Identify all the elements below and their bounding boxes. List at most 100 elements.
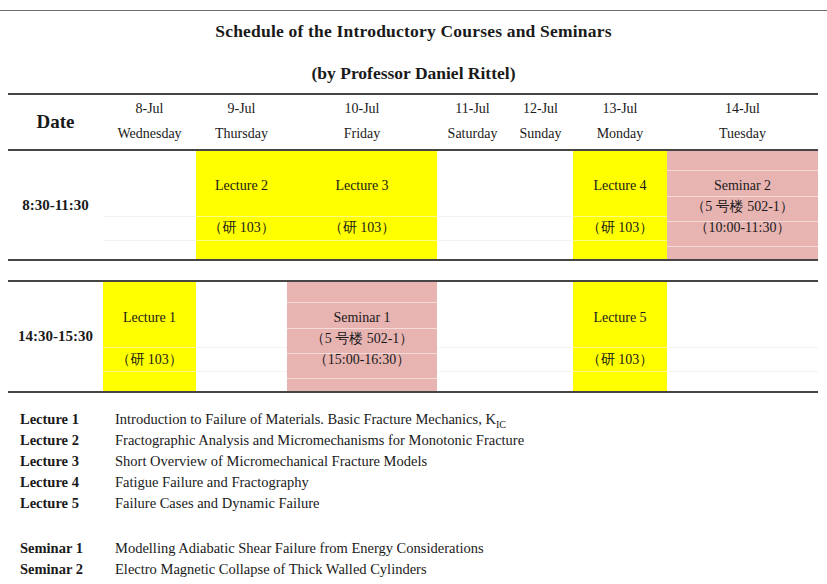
day-name: Wednesday <box>117 126 181 142</box>
cell-spacer <box>573 328 667 349</box>
cell-title: Lecture 1 <box>103 307 196 328</box>
day-name: Saturday <box>448 126 498 142</box>
legend-seminars: Seminar 1Modelling Adiabatic Shear Failu… <box>20 538 800 580</box>
day-name: Monday <box>597 126 644 142</box>
day-date: 11-Jul <box>455 101 489 117</box>
day-date: 10-Jul <box>345 101 380 117</box>
legend-item: Lecture 1Introduction to Failure of Mate… <box>20 409 800 430</box>
legend-label: Lecture 4 <box>20 472 115 493</box>
day-name: Friday <box>344 126 381 142</box>
cell-hairline <box>508 347 573 348</box>
cell-title: Lecture 2 <box>196 175 287 196</box>
cell-hairline <box>573 371 667 372</box>
day-header-cell: 13-Jul Monday <box>573 95 667 149</box>
day-header-cell: 14-Jul Tuesday <box>667 95 818 149</box>
day-date: 8-Jul <box>136 101 164 117</box>
cell-location: （研 103） <box>573 217 667 238</box>
empty-cell <box>437 151 508 259</box>
cell-hairline <box>667 170 818 171</box>
legend-item: Lecture 2Fractographic Analysis and Micr… <box>20 430 800 451</box>
cell-time: （15:00-16:30） <box>287 349 437 370</box>
legend-item: Seminar 1Modelling Adiabatic Shear Failu… <box>20 538 800 559</box>
legend-gap <box>20 514 800 538</box>
lecture-cell: Lecture 5（研 103） <box>573 282 667 391</box>
day-name: Thursday <box>215 126 268 142</box>
day-name: Sunday <box>520 126 562 142</box>
cell-time: （10:00-11:30） <box>667 217 818 238</box>
date-header-cell: Date <box>8 95 103 149</box>
cell-spacer <box>287 196 437 217</box>
day-header-cell: 9-Jul Thursday <box>196 95 287 149</box>
day-header-cell: 11-Jul Saturday <box>437 95 508 149</box>
row-gap <box>8 261 818 280</box>
cell-hairline <box>508 240 573 241</box>
legend-desc-subscript: IC <box>496 419 506 430</box>
day-date: 9-Jul <box>228 101 256 117</box>
cell-location: （研 103） <box>196 217 287 238</box>
lecture-cell: Lecture 2 （研 103） <box>196 151 287 259</box>
legend-desc: Modelling Adiabatic Shear Failure from E… <box>115 538 800 559</box>
seminar-cell: Seminar 1（5 号楼 502-1）（15:00-16:30） <box>287 282 437 391</box>
cell-spacer <box>103 328 196 349</box>
empty-cell <box>196 282 287 391</box>
cell-hairline <box>287 378 437 379</box>
cell-hairline <box>573 240 667 241</box>
schedule-row-afternoon: 14:30-15:30Lecture 1 （研 103） Seminar 1（5 号… <box>8 280 818 393</box>
empty-cell <box>508 151 573 259</box>
legend-desc: Failure Cases and Dynamic Failure <box>115 493 800 514</box>
legend-desc: Fractographic Analysis and Micromechanis… <box>115 430 800 451</box>
cell-title: Lecture 3 <box>287 175 437 196</box>
schedule-row-morning: 8:30-11:30Lecture 2（研 103）Lecture 3（研 10… <box>8 151 818 261</box>
lecture-cell: Lecture 1 （研 103） <box>103 282 196 391</box>
legend-item: Lecture 4Fatigue Failure and Fractograph… <box>20 472 800 493</box>
cell-hairline <box>508 371 573 372</box>
day-date: 14-Jul <box>725 101 760 117</box>
schedule-document: Schedule of the Introductory Courses and… <box>0 0 827 584</box>
legend-lectures: Lecture 1Introduction to Failure of Mate… <box>20 409 800 514</box>
cell-hairline <box>437 216 508 217</box>
legend-label: Lecture 2 <box>20 430 115 451</box>
cell-title: Lecture 5 <box>573 307 667 328</box>
cell-hairline <box>196 240 287 241</box>
day-date: 13-Jul <box>603 101 638 117</box>
empty-cell <box>667 282 818 391</box>
legend: Lecture 1Introduction to Failure of Mate… <box>20 409 800 580</box>
cell-location: （5 号楼 502-1） <box>667 196 818 217</box>
cell-location: （研 103） <box>287 217 437 238</box>
day-date: 12-Jul <box>523 101 558 117</box>
seminar-cell: Seminar 2（5 号楼 502-1）（10:00-11:30） <box>667 151 818 259</box>
day-name: Tuesday <box>719 126 766 142</box>
lecture-cell: Lecture 4（研 103） <box>573 151 667 259</box>
legend-item: Lecture 3Short Overview of Micromechanic… <box>20 451 800 472</box>
cell-hairline <box>103 371 196 372</box>
cell-hairline <box>437 240 508 241</box>
empty-cell <box>508 282 573 391</box>
page-subtitle: (by Professor Daniel Rittel) <box>0 63 827 84</box>
cell-title: Seminar 2 <box>667 175 818 196</box>
cell-hairline <box>437 371 508 372</box>
day-header-cell: 8-Jul Wednesday <box>103 95 196 149</box>
lecture-cell: Lecture 3 （研 103） <box>287 151 437 259</box>
legend-desc: Short Overview of Micromechanical Fractu… <box>115 451 800 472</box>
legend-label: Seminar 2 <box>20 559 115 580</box>
time-cell: 14:30-15:30 <box>8 282 103 391</box>
empty-cell <box>437 282 508 391</box>
cell-spacer <box>573 196 667 217</box>
legend-label: Seminar 1 <box>20 538 115 559</box>
legend-desc: Electro Magnetic Collapse of Thick Walle… <box>115 559 800 580</box>
legend-item: Lecture 5Failure Cases and Dynamic Failu… <box>20 493 800 514</box>
legend-item: Seminar 2Electro Magnetic Collapse of Th… <box>20 559 800 580</box>
table-header-row: Date 8-Jul Wednesday 9-Jul Thursday 10-Jul Fr… <box>8 93 818 151</box>
cell-location: （5 号楼 502-1） <box>287 328 437 349</box>
cell-hairline <box>103 216 196 217</box>
legend-label: Lecture 5 <box>20 493 115 514</box>
cell-location: （研 103） <box>103 349 196 370</box>
cell-spacer <box>196 196 287 217</box>
cell-hairline <box>287 240 437 241</box>
top-rule <box>0 10 827 11</box>
cell-hairline <box>196 371 287 372</box>
cell-hairline <box>667 371 818 372</box>
cell-hairline <box>287 302 437 303</box>
page-title: Schedule of the Introductory Courses and… <box>0 21 827 42</box>
legend-label: Lecture 3 <box>20 451 115 472</box>
